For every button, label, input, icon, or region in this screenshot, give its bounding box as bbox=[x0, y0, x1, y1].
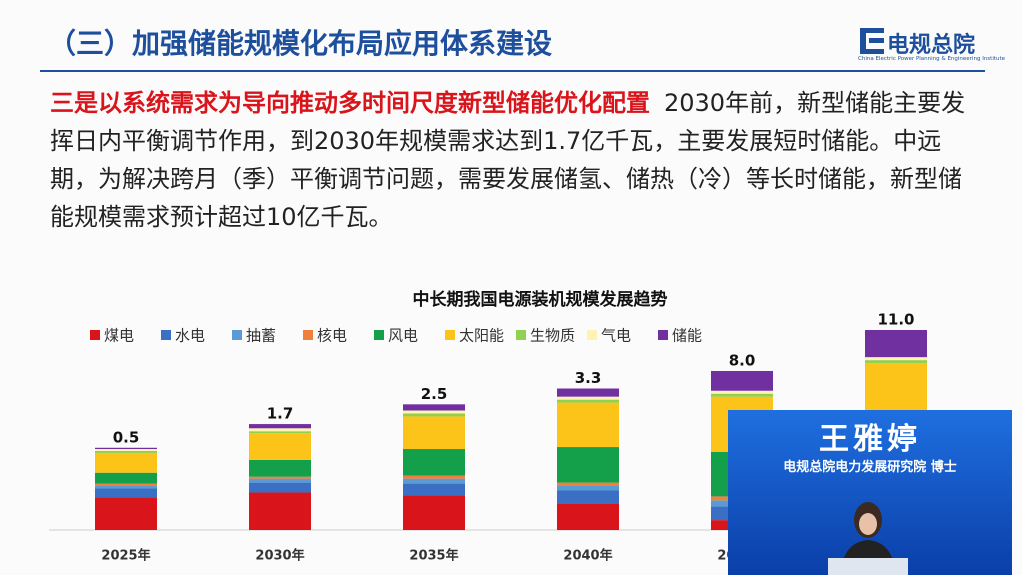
data-label: 1.7 bbox=[267, 405, 294, 423]
bar-segment bbox=[865, 330, 927, 358]
data-label: 0.5 bbox=[113, 428, 140, 446]
bar-segment bbox=[249, 492, 311, 530]
bar-segment bbox=[95, 488, 157, 498]
bar-segment bbox=[403, 483, 465, 496]
bar-segment bbox=[95, 450, 157, 453]
legend-label: 煤电 bbox=[104, 327, 134, 345]
bar-segment bbox=[557, 447, 619, 483]
bar-segment bbox=[711, 393, 773, 397]
legend-swatch bbox=[587, 330, 597, 340]
paragraph: 三是以系统需求为导向推动多时间尺度新型储能优化配置 2030年前，新型储能主要发挥… bbox=[50, 84, 980, 236]
legend-swatch bbox=[658, 330, 668, 340]
legend-swatch bbox=[516, 330, 526, 340]
bar-segment bbox=[711, 370, 773, 391]
legend-label: 水电 bbox=[175, 327, 205, 345]
legend-label: 生物质 bbox=[530, 327, 575, 345]
logo-subtitle: China Electric Power Planning & Engineer… bbox=[858, 56, 1006, 62]
bar-segment bbox=[557, 399, 619, 403]
bar-segment bbox=[403, 404, 465, 411]
bar-segment bbox=[95, 447, 157, 450]
bar-segment bbox=[95, 497, 157, 530]
legend-label: 抽蓄 bbox=[246, 327, 276, 345]
bar-segment bbox=[249, 478, 311, 483]
bar-segment bbox=[249, 431, 311, 434]
video-overlay: 王雅婷 电规总院电力发展研究院 博士 bbox=[728, 410, 1012, 575]
bar-segment bbox=[557, 490, 619, 504]
bar-segment bbox=[557, 503, 619, 530]
bar-segment bbox=[95, 449, 157, 451]
data-label: 3.3 bbox=[575, 369, 602, 387]
bar-segment bbox=[249, 433, 311, 460]
bar-segment bbox=[403, 416, 465, 450]
bar-segment bbox=[865, 360, 927, 364]
bar-segment bbox=[865, 357, 927, 361]
bar-segment bbox=[557, 485, 619, 491]
legend-label: 风电 bbox=[388, 327, 418, 345]
chart-title: 中长期我国电源装机规模发展趋势 bbox=[413, 289, 668, 310]
bar-segment bbox=[249, 476, 311, 479]
bar-segment bbox=[403, 478, 465, 484]
bar-segment bbox=[403, 495, 465, 530]
legend-label: 核电 bbox=[317, 327, 347, 345]
bar-segment bbox=[249, 482, 311, 493]
legend-swatch bbox=[445, 330, 455, 340]
bar-segment bbox=[557, 482, 619, 486]
bar-segment bbox=[403, 475, 465, 479]
bar-segment bbox=[557, 396, 619, 400]
bar-segment bbox=[557, 388, 619, 397]
bar-segment bbox=[95, 472, 157, 484]
legend-swatch bbox=[161, 330, 171, 340]
legend-swatch bbox=[90, 330, 100, 340]
x-tick-label: 2030年 bbox=[255, 548, 304, 564]
bar-segment bbox=[249, 459, 311, 477]
x-tick-label: 2025年 bbox=[101, 548, 150, 564]
bar-segment bbox=[95, 452, 157, 473]
logo-icon bbox=[860, 28, 884, 54]
bar-segment bbox=[403, 449, 465, 476]
lead-text: 三是以系统需求为导向推动多时间尺度新型储能优化配置 bbox=[50, 89, 650, 117]
legend-swatch bbox=[303, 330, 313, 340]
data-label: 8.0 bbox=[729, 351, 756, 369]
bar-segment bbox=[711, 390, 773, 394]
bar-segment bbox=[557, 402, 619, 448]
legend-swatch bbox=[232, 330, 242, 340]
header-rule bbox=[40, 70, 985, 72]
bar-segment bbox=[403, 413, 465, 417]
logo-text: 电规总院 bbox=[887, 33, 976, 58]
bar-segment bbox=[249, 424, 311, 429]
legend-swatch bbox=[374, 330, 384, 340]
speaker-name: 王雅婷 bbox=[819, 422, 921, 457]
legend-label: 储能 bbox=[672, 327, 702, 345]
slide-title: （三）加强储能规模化布局应用体系建设 bbox=[48, 27, 553, 60]
body-text: 2030年前，新型储能主要发挥日内平衡调节作用，到2030年规模需求达到1.7亿… bbox=[50, 89, 966, 231]
speaker-image bbox=[828, 502, 908, 575]
bar-segment bbox=[403, 410, 465, 414]
bar-segment bbox=[95, 485, 157, 489]
legend-label: 气电 bbox=[601, 327, 631, 345]
legend-label: 太阳能 bbox=[459, 327, 504, 345]
x-tick-label: 2035年 bbox=[409, 548, 458, 564]
x-tick-label: 2040年 bbox=[563, 548, 612, 564]
bar-segment bbox=[95, 483, 157, 486]
data-label: 11.0 bbox=[877, 311, 914, 329]
bar-segment bbox=[249, 428, 311, 432]
speaker-affiliation: 电规总院电力发展研究院 博士 bbox=[783, 460, 957, 475]
data-label: 2.5 bbox=[421, 385, 448, 403]
